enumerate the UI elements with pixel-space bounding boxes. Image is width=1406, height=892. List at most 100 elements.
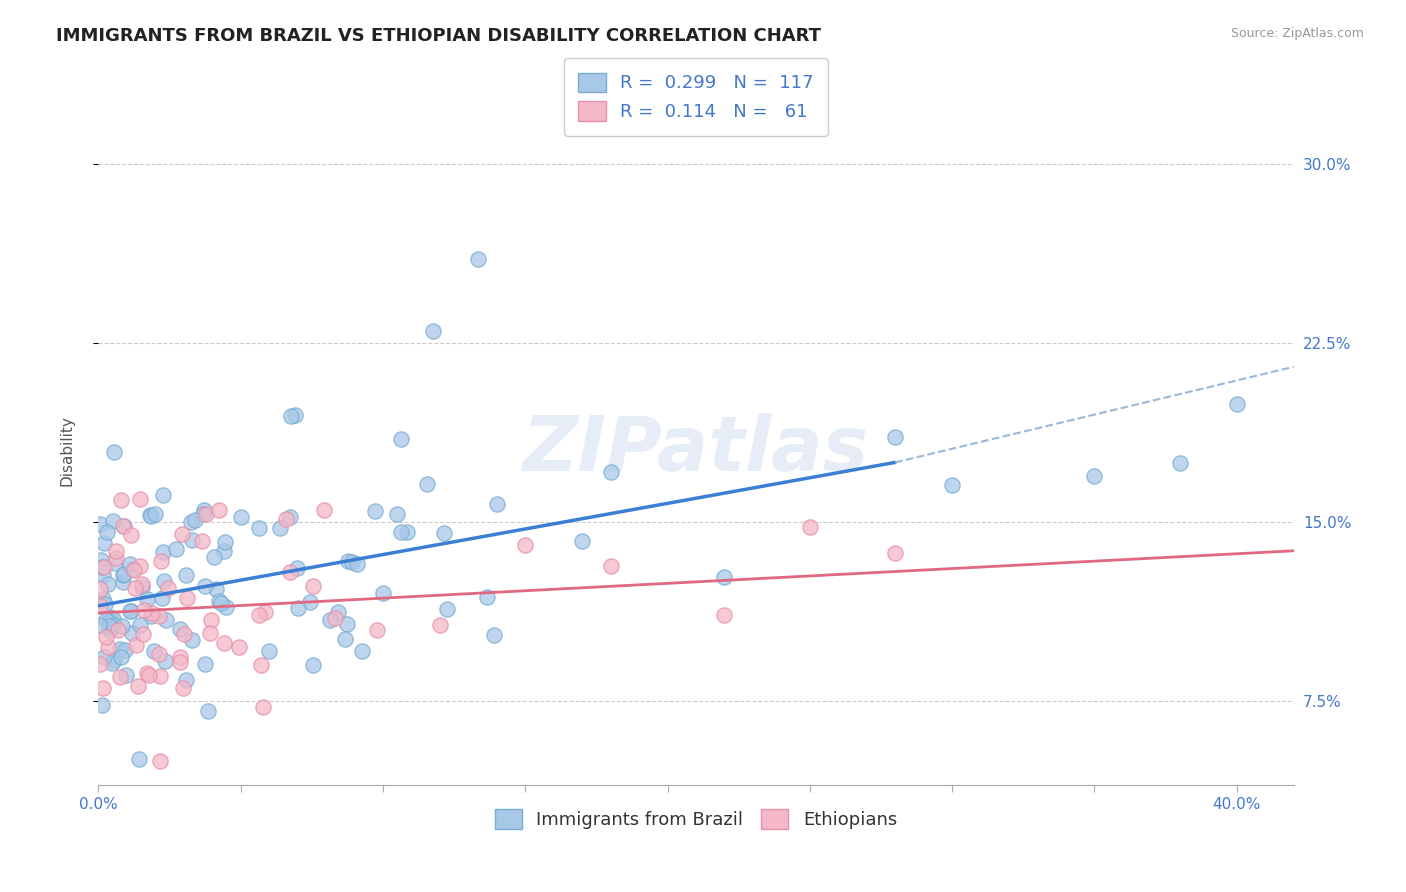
Point bbox=[257, 644, 280, 658]
Point bbox=[114, 643, 136, 657]
Point bbox=[155, 613, 177, 627]
Point bbox=[193, 502, 215, 516]
Point bbox=[228, 640, 250, 654]
Point bbox=[429, 618, 451, 632]
Point bbox=[93, 649, 115, 664]
Point bbox=[197, 705, 219, 719]
Point bbox=[121, 626, 143, 640]
Point bbox=[120, 528, 142, 542]
Point bbox=[100, 623, 122, 637]
Point bbox=[136, 592, 159, 607]
Point bbox=[713, 569, 735, 583]
Point bbox=[432, 525, 454, 540]
Point bbox=[103, 445, 125, 459]
Point bbox=[101, 618, 124, 632]
Point bbox=[385, 507, 408, 521]
Point bbox=[247, 521, 270, 535]
Point bbox=[269, 521, 291, 535]
Point bbox=[128, 618, 150, 632]
Point bbox=[150, 591, 173, 605]
Point bbox=[475, 590, 498, 604]
Point bbox=[174, 673, 197, 687]
Point bbox=[194, 508, 217, 522]
Point bbox=[153, 654, 176, 668]
Point bbox=[298, 595, 321, 609]
Point bbox=[194, 579, 217, 593]
Point bbox=[153, 574, 176, 589]
Point bbox=[884, 546, 907, 560]
Point bbox=[149, 754, 172, 768]
Point bbox=[138, 668, 160, 682]
Point bbox=[364, 504, 387, 518]
Text: Source: ZipAtlas.com: Source: ZipAtlas.com bbox=[1230, 27, 1364, 40]
Point bbox=[169, 622, 191, 636]
Point bbox=[136, 666, 159, 681]
Point bbox=[120, 604, 142, 618]
Point bbox=[172, 681, 194, 695]
Point bbox=[94, 597, 117, 611]
Point bbox=[436, 602, 458, 616]
Point bbox=[252, 699, 274, 714]
Point bbox=[89, 582, 111, 596]
Point bbox=[174, 567, 197, 582]
Point bbox=[214, 599, 236, 614]
Point bbox=[93, 535, 115, 549]
Point bbox=[148, 669, 170, 683]
Point bbox=[485, 497, 508, 511]
Point bbox=[181, 632, 204, 647]
Point bbox=[391, 432, 413, 446]
Point bbox=[422, 324, 444, 338]
Point bbox=[129, 558, 152, 573]
Point bbox=[122, 563, 145, 577]
Point bbox=[941, 478, 963, 492]
Point bbox=[108, 670, 131, 684]
Text: ZIPatlas: ZIPatlas bbox=[523, 414, 869, 487]
Point bbox=[91, 568, 114, 582]
Point bbox=[148, 647, 170, 661]
Point bbox=[98, 615, 121, 629]
Point bbox=[198, 625, 221, 640]
Point bbox=[301, 579, 323, 593]
Point bbox=[173, 626, 195, 640]
Y-axis label: Disability: Disability bbox=[60, 415, 75, 486]
Point bbox=[111, 568, 134, 582]
Point bbox=[103, 653, 125, 667]
Point bbox=[104, 544, 127, 558]
Point bbox=[90, 698, 112, 713]
Point bbox=[280, 409, 302, 423]
Point bbox=[131, 577, 153, 591]
Point bbox=[247, 608, 270, 623]
Point bbox=[149, 554, 172, 568]
Point bbox=[181, 533, 204, 548]
Point bbox=[148, 608, 170, 623]
Point bbox=[515, 538, 537, 552]
Point bbox=[169, 650, 191, 665]
Point bbox=[100, 609, 122, 624]
Point bbox=[183, 513, 205, 527]
Point bbox=[143, 507, 166, 521]
Point bbox=[91, 592, 114, 607]
Point bbox=[200, 613, 222, 627]
Point bbox=[89, 657, 111, 672]
Point bbox=[104, 556, 127, 570]
Point bbox=[209, 596, 232, 610]
Point bbox=[482, 628, 505, 642]
Point bbox=[152, 545, 174, 559]
Point bbox=[285, 561, 308, 575]
Point bbox=[93, 681, 115, 695]
Point bbox=[319, 613, 342, 627]
Point bbox=[389, 524, 412, 539]
Point bbox=[165, 541, 187, 556]
Legend: Immigrants from Brazil, Ethiopians: Immigrants from Brazil, Ethiopians bbox=[488, 802, 904, 836]
Point bbox=[346, 558, 368, 572]
Point bbox=[571, 533, 593, 548]
Point bbox=[284, 408, 307, 422]
Point bbox=[278, 509, 301, 524]
Point bbox=[323, 610, 346, 624]
Point bbox=[111, 618, 134, 632]
Point bbox=[122, 562, 145, 576]
Point bbox=[467, 252, 489, 267]
Point bbox=[127, 679, 149, 693]
Point bbox=[1168, 456, 1191, 470]
Point bbox=[94, 613, 117, 627]
